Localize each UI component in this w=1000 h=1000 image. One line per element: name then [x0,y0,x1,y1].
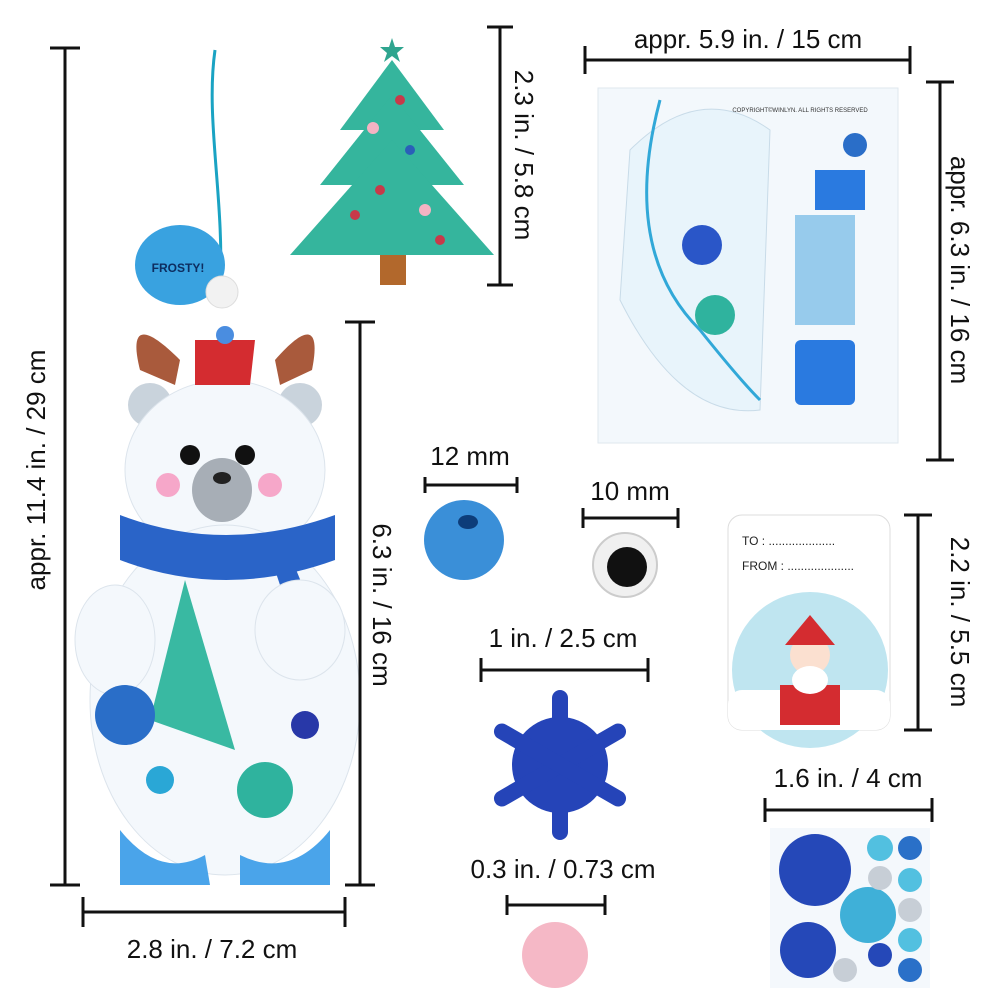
package: COPYRIGHT©WINLYN. ALL RIGHTS RESERVED [597,87,899,444]
dimension-label: appr. 11.4 in. / 29 cm [21,350,51,591]
dimension-label: 1 in. / 2.5 cm [489,623,638,653]
dimension-label: appr. 5.9 in. / 15 cm [634,24,862,54]
dimension-label: 12 mm [430,441,509,471]
dimension-label: 2.2 in. / 5.5 cm [945,537,975,708]
dimension-label: 0.3 in. / 0.73 cm [471,854,656,884]
dimension-label: 2.3 in. / 5.8 cm [509,70,539,241]
bear-ornament: FROSTY! [74,49,361,885]
speech-bubble-text: FROSTY! [152,261,205,275]
dimension-label: 6.3 in. / 16 cm [367,523,397,686]
gems [770,828,930,988]
pink-dot [522,922,588,988]
dimension-lines [50,25,954,927]
tag-from: FROM : .................... [742,559,854,573]
dimension-label: appr. 6.3 in. / 16 cm [945,156,975,384]
gift-tag: TO : .................... FROM : .......… [727,514,891,748]
dimension-label: 10 mm [590,476,669,506]
bead [424,500,504,580]
tag-to: TO : .................... [742,534,835,548]
dimension-label: 1.6 in. / 4 cm [774,763,923,793]
googly-eye [592,532,658,598]
snowflake [493,690,627,840]
dimension-label: 2.8 in. / 7.2 cm [127,934,298,964]
tree-illustration [290,38,494,285]
package-copyright: COPYRIGHT©WINLYN. ALL RIGHTS RESERVED [732,107,868,114]
